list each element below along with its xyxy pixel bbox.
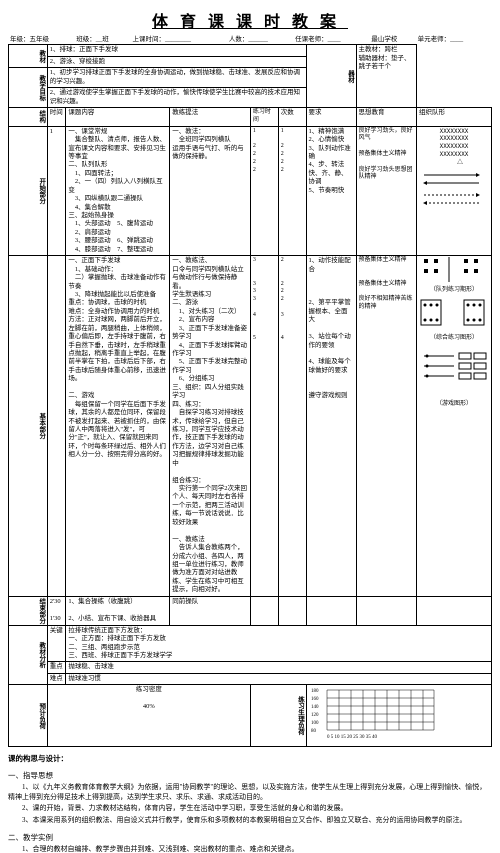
part1-req: 1、精神饱满 2、心情愉快 3、队列动作准确 4、步、转法快、齐、静、协调 5、… [306,126,356,256]
dev-label: 器材 [306,45,356,108]
arrow-diagram [419,167,489,207]
analysis-row: 教材分析 关键 拉排球传统正面下方发放：一、正方面：排球正面下手方发放二、三组、… [9,625,492,662]
svg-text:120: 120 [311,713,319,718]
part1-org: XXXXXXXX XXXXXXXX XXXXXXXX XXXXXXXX △ [417,126,492,256]
header-row: 年级：五年级 班级：__班 上课时间：________ 人数：______ 任课… [8,36,492,44]
svg-text:80: 80 [311,729,317,734]
part1-method: 一、教法： 全班同学四列横队 运用手语与气打、听的与做的保持静。 [170,126,251,256]
chart-row: 预计负荷 练习密度40% 练习生理负荷 18016014012010080 0 … [9,685,492,746]
goals-label: 教材 [9,45,48,68]
svg-text:100: 100 [311,721,319,726]
part1-edu: 良好学习劲头，良好风气 预备集体主义精神 良好学习劲头思想团队精神 [356,126,417,256]
part2-content: 一、正面下手发球 1、基础动作： 二）掌握抛球、击球准备动作有节奏 3、降球抛起… [66,256,170,597]
part2-method: 一、教练法、 口令与同学四列横队站立与做动作行与做保持静看。 学生默语练习 二、… [170,256,251,597]
part2-edu: 预备集体主义精神 预备集体主义精神 良好不相知精神苦练的精神 [356,256,417,597]
design-p2: 2、课的开始，背景、力求教材达结构，体育内容，学生在活动中学习职，享受生活就的身… [8,804,492,814]
main-table: 教材 1、排球：正面下手发球 器材 主教材：跨栏 辅助器材：垫子、 跳子若干个 … [8,44,492,746]
design-s1: 一、指导思想 [8,770,492,781]
design-title: 课的构思与设计： [8,753,492,764]
target2: 2、通过游戏使学生掌握正面下手发球的动作，愉快传球使学生比赛中较高的技术应用知识… [47,88,306,108]
game-diagram [419,351,489,401]
svg-text:160: 160 [311,697,319,702]
design-p1: 1、以《九年义务教育体育教学大纲》为依据，运用"协同教学"的理论、思想，以及实施… [8,783,492,803]
load-chart: 18016014012010080 0 5 10 15 20 25 30 35 … [309,686,439,741]
part2-row: 基本部分 一、正面下手发球 1、基础动作： 二）掌握抛球、击球准备动作有节奏 3… [9,256,492,597]
formation2 [419,295,489,335]
part1-row: 开始部分 1 一、课堂常规 集合整队、清点师，报告人数、宣布课文内容和要求、安排… [9,126,492,256]
part3-row: 结束部分 2'301'30 1、集合操练（收腹跳）2、小结、宣布下课、收拾器具 … [9,596,492,625]
equipment: 主教材：跨栏 辅助器材：垫子、 跳子若干个 [356,45,417,108]
design-p4: 1、合理的教材自编排、教学步骤由并到难、又浅到难、突出教材的重点、难点和关键点。 [8,845,492,853]
part2-org: （队列练习期形） （综合练习图形） （游戏图形） [417,256,492,597]
part2-req: 1、动作技能配合 2、第平平掌管握根本、全面大 3、站位每个动作的要领 4、球能… [306,256,356,597]
svg-text:140: 140 [311,705,319,710]
target-label: 教学目标 [9,68,48,108]
svg-text:180: 180 [311,689,319,694]
design-p3: 3、本课采用系列的组织教法、用自设义式并行教学，使育乐和多项教材的本教案明相自立… [8,816,492,826]
goal2: 2、游泳、穿梭接跑 [47,56,306,67]
formation1 [419,257,489,287]
goal1: 1、排球：正面下手发球 [47,45,306,56]
design-s2: 二、教学实例 [8,832,492,843]
page-title: 体育课课时教案 [8,8,492,32]
target1: 1、初步学习排球正面下手发球的全身协调运动，做到抛球稳、击球准、发展反应和协调的… [47,68,306,88]
col-headers: 结构 时间 课题内容 教练提法 练习时间 次数 要求 思想教育 组织队形 [9,108,492,127]
part1-content: 一、课堂常规 集合整队、清点师，报告人数、宣布课文内容和要求、安排见习生等事宜 … [66,126,170,256]
